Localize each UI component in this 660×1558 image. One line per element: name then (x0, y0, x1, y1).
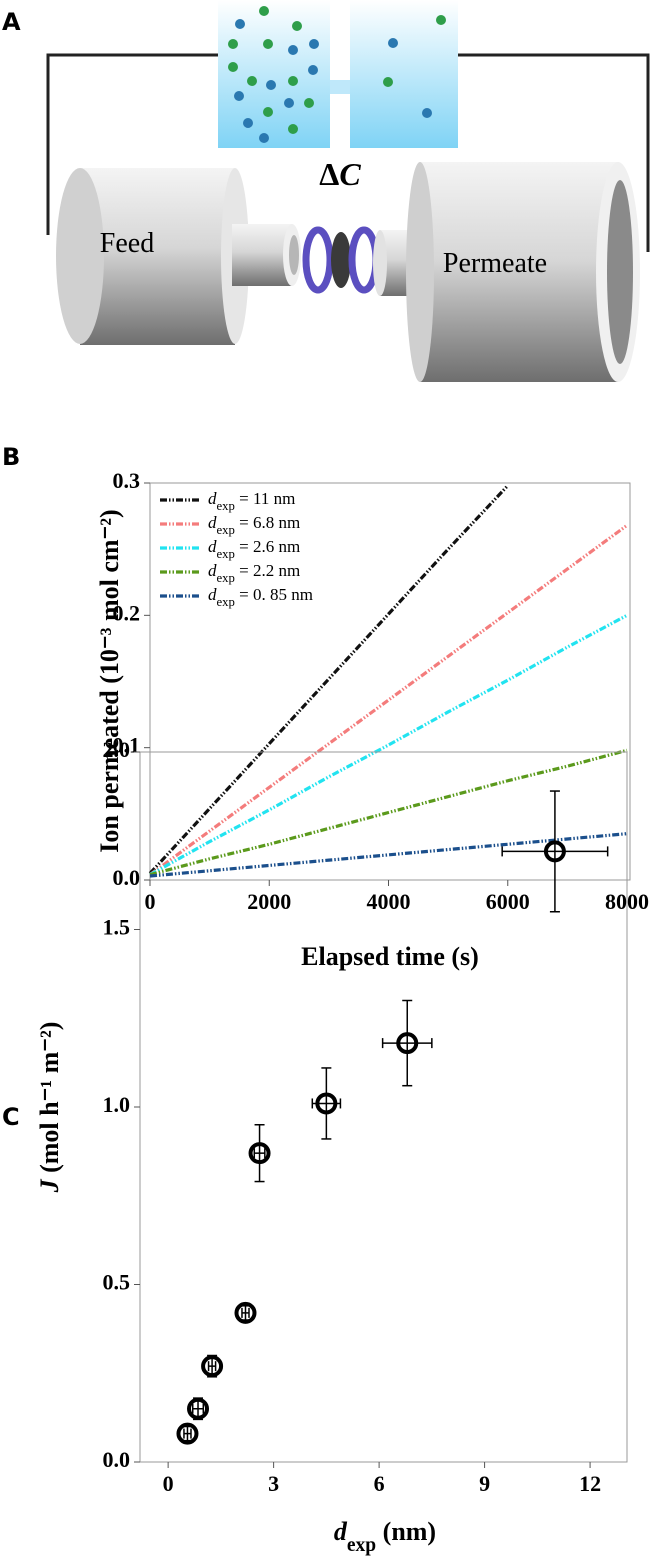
panel-label: B (2, 443, 20, 471)
y-tick-label: 0.5 (103, 1270, 131, 1295)
panel-label: C (2, 1103, 20, 1131)
x-tick-label: 6 (374, 1471, 385, 1496)
legend-label: dexp = 2.6 nm (208, 537, 300, 561)
y-tick-label: 0.0 (103, 1447, 131, 1472)
y-axis-label: Ion permeated (10⁻³ mol cm⁻²) (95, 509, 124, 852)
feed-label: Feed (100, 228, 154, 259)
x-axis-label: Elapsed time (s) (301, 942, 479, 971)
x-tick-label: 6000 (486, 889, 530, 914)
data-point (201, 1355, 224, 1378)
data-point (396, 1032, 419, 1055)
ions (228, 6, 446, 143)
plot-frame (149, 482, 631, 881)
membrane (331, 232, 351, 288)
data-point (248, 1142, 271, 1165)
y-tick-label: 2.0 (103, 737, 131, 762)
x-tick-label: 3 (268, 1471, 279, 1496)
o-ring (302, 226, 334, 294)
y-tick-label: 0.2 (113, 600, 141, 625)
bracket (46, 53, 218, 235)
x-tick-label: 0 (163, 1471, 174, 1496)
panel-label: A (2, 8, 21, 36)
y-tick-label: 0.3 (113, 468, 141, 493)
y-axis-label: J (mol h⁻¹ m⁻²) (35, 1022, 64, 1194)
legend-label: dexp = 11 nm (208, 489, 295, 513)
feed-cylinder (56, 168, 301, 345)
y-tick-label: 1.0 (103, 1092, 131, 1117)
legend-label: dexp = 2.2 nm (208, 561, 300, 585)
legend-label: dexp = 6.8 nm (208, 513, 300, 537)
data-point (543, 840, 566, 863)
bracket (458, 53, 650, 252)
legend-label: dexp = 0. 85 nm (208, 585, 313, 609)
series-line (149, 748, 628, 877)
gradient-label: ΔC (319, 156, 361, 192)
channel (330, 80, 350, 94)
data-point (187, 1397, 210, 1420)
data-point (234, 1301, 257, 1324)
x-tick-label: 9 (479, 1471, 490, 1496)
permeate-cylinder (373, 162, 640, 382)
x-tick-label: 0 (145, 889, 156, 914)
y-tick-label: 0.0 (113, 865, 141, 890)
y-tick-label: 0.1 (113, 733, 141, 758)
data-point (315, 1092, 338, 1115)
o-ring (348, 226, 380, 294)
y-tick-label: 1.5 (103, 915, 131, 940)
x-tick-label: 2000 (247, 889, 291, 914)
series-line (149, 524, 628, 876)
x-tick-label: 4000 (367, 889, 411, 914)
x-tick-label: 12 (579, 1471, 601, 1496)
permeate-label: Permeate (443, 248, 547, 279)
data-point (176, 1422, 199, 1445)
series-line (149, 613, 628, 877)
diagram: A ΔC Feed Permeate (2, 0, 650, 382)
x-axis-label: dexp (nm) (334, 1517, 436, 1556)
series-line (148, 484, 509, 875)
